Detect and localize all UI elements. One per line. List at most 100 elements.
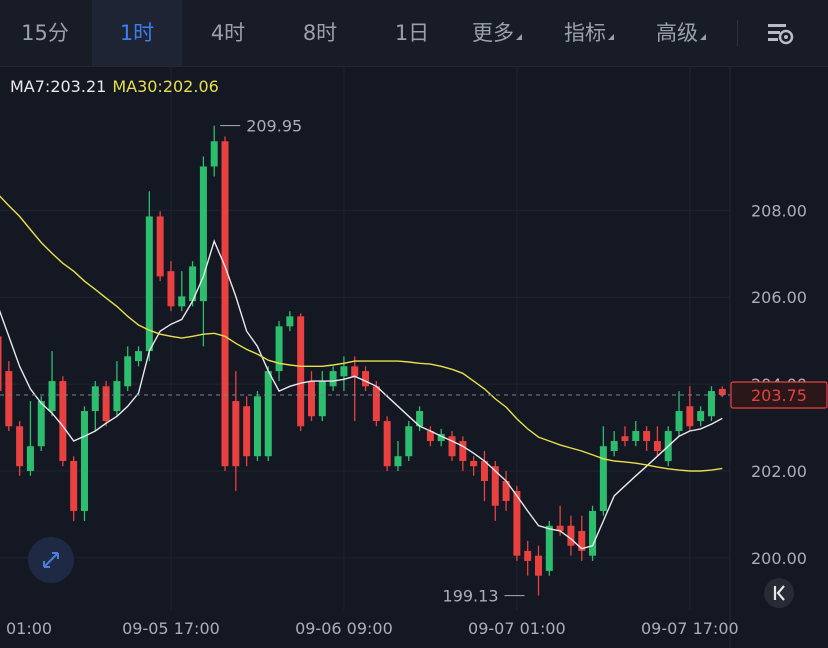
ma-line <box>0 239 723 550</box>
candle-body <box>653 441 661 452</box>
candle-body <box>16 426 24 467</box>
chart: 200.00202.00204.00206.00208.0001:0009-05… <box>0 66 828 648</box>
low-annotation: 199.13 <box>443 587 499 606</box>
high-annotation: 209.95 <box>246 117 302 136</box>
candle-body <box>707 391 715 417</box>
candle-body <box>329 371 337 387</box>
candle-body <box>718 388 726 395</box>
candle-body <box>5 371 13 427</box>
candle-body <box>26 446 34 471</box>
tab[interactable]: 15分 <box>21 21 69 45</box>
y-tick-label: 206.00 <box>751 288 807 307</box>
candle-body <box>599 446 607 511</box>
candle-body <box>135 351 143 362</box>
candle-body <box>383 421 391 467</box>
candle-body <box>502 480 510 501</box>
candle-body <box>156 216 164 277</box>
tab-label: 指标 <box>564 21 606 45</box>
dropdown-arrow <box>608 34 614 40</box>
candle-body <box>362 371 370 387</box>
candle-body <box>253 396 261 457</box>
legend-entry: MA7:203.21 <box>10 77 106 96</box>
candle-body <box>167 271 175 307</box>
candle-body <box>426 431 434 442</box>
candle-body <box>437 434 445 442</box>
candle-body <box>113 381 121 412</box>
candle-body <box>221 141 229 467</box>
candle-body <box>340 366 348 377</box>
x-tick-label: 09-07 17:00 <box>641 619 739 638</box>
candle-body <box>307 381 315 417</box>
candle-body <box>264 371 272 457</box>
candle-body <box>70 461 78 511</box>
candle-body <box>102 386 110 422</box>
scroll-end-icon <box>773 585 785 601</box>
last-price-tag <box>730 381 828 409</box>
candle-body <box>578 530 586 551</box>
candle-body <box>372 386 380 422</box>
candle-body <box>124 356 132 387</box>
candle-body <box>513 490 521 556</box>
tab[interactable]: 更多 <box>452 0 542 66</box>
candle-body <box>275 326 283 372</box>
tab[interactable]: 1时 <box>92 0 182 66</box>
candle-body <box>643 431 651 442</box>
x-tick-label: 09-07 01:00 <box>468 619 566 638</box>
dropdown-arrow <box>516 34 522 40</box>
candle-body <box>686 406 694 427</box>
candle-body <box>318 381 326 417</box>
candle-body <box>545 525 553 571</box>
candle-body <box>556 525 564 531</box>
tab[interactable]: 4时 <box>210 21 246 45</box>
candle-body <box>199 166 207 302</box>
tab[interactable]: 1日 <box>394 21 430 45</box>
candle-body <box>243 406 251 457</box>
settings-icon[interactable] <box>765 20 797 48</box>
candle-body <box>621 436 629 442</box>
candle-body <box>210 141 218 167</box>
candle-body <box>286 316 294 327</box>
last-price-label: 203.75 <box>751 386 807 405</box>
candle-body <box>405 426 413 457</box>
candle-body <box>394 456 402 467</box>
candle-body <box>416 411 424 427</box>
y-tick-label: 208.00 <box>751 201 807 220</box>
candle-body <box>189 266 197 302</box>
candle-body <box>448 436 456 457</box>
candle-body <box>351 366 359 377</box>
expand-icon <box>43 552 59 568</box>
candle-body <box>0 336 2 392</box>
tab-label: 更多 <box>472 21 514 45</box>
x-tick-label: 01:00 <box>6 619 52 638</box>
divider <box>737 20 738 46</box>
y-tick-label: 200.00 <box>751 549 807 568</box>
candle-body <box>297 316 305 427</box>
candle-body <box>178 296 186 307</box>
candle-body <box>524 550 532 561</box>
candle-body <box>48 381 56 412</box>
legend-entry: MA30:202.06 <box>112 77 218 96</box>
x-tick-label: 09-06 09:00 <box>295 619 393 638</box>
candle-body <box>610 441 618 452</box>
candle-body <box>675 411 683 432</box>
candle-body <box>470 461 478 467</box>
candle-body <box>632 431 640 442</box>
tab-label: 高级 <box>656 21 698 45</box>
candle-body <box>589 510 597 556</box>
tab[interactable]: 指标 <box>544 0 634 66</box>
candle-body <box>145 216 153 352</box>
y-tick-label: 202.00 <box>751 462 807 481</box>
candle-body <box>232 401 240 467</box>
candle-body <box>491 466 499 506</box>
candle-body <box>480 461 488 481</box>
candle-body <box>459 441 467 462</box>
dropdown-arrow <box>700 34 706 40</box>
tab-bar: 15分 1时 4时 8时 1日 更多 指标 高级 <box>0 0 828 67</box>
candle-body <box>567 525 575 546</box>
tab[interactable]: 高级 <box>636 0 726 66</box>
candle-body <box>59 381 67 462</box>
ma-line <box>0 195 723 472</box>
tab[interactable]: 8时 <box>302 21 338 45</box>
candle-body <box>697 411 705 422</box>
